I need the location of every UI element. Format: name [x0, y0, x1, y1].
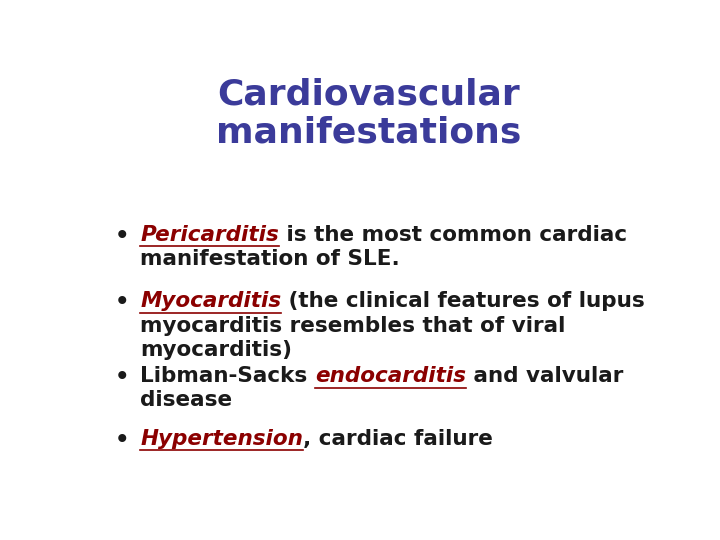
Text: •: •	[115, 366, 130, 389]
Text: manifestation of SLE.: manifestation of SLE.	[140, 249, 400, 269]
Text: Libman-Sacks: Libman-Sacks	[140, 366, 315, 386]
Text: endocarditis: endocarditis	[315, 366, 466, 386]
Text: and valvular: and valvular	[466, 366, 624, 386]
Text: , cardiac failure: , cardiac failure	[303, 429, 493, 449]
Text: Hypertension: Hypertension	[140, 429, 303, 449]
Text: disease: disease	[140, 390, 233, 410]
Text: Myocarditis: Myocarditis	[140, 292, 282, 312]
Text: •: •	[115, 225, 130, 248]
Text: (the clinical features of lupus: (the clinical features of lupus	[282, 292, 645, 312]
Text: myocarditis resembles that of viral: myocarditis resembles that of viral	[140, 315, 566, 335]
Text: •: •	[115, 292, 130, 314]
Text: Pericarditis: Pericarditis	[140, 225, 279, 245]
Text: •: •	[115, 429, 130, 451]
Text: Cardiovascular
manifestations: Cardiovascular manifestations	[216, 77, 522, 150]
Text: is the most common cardiac: is the most common cardiac	[279, 225, 627, 245]
Text: myocarditis): myocarditis)	[140, 340, 292, 360]
